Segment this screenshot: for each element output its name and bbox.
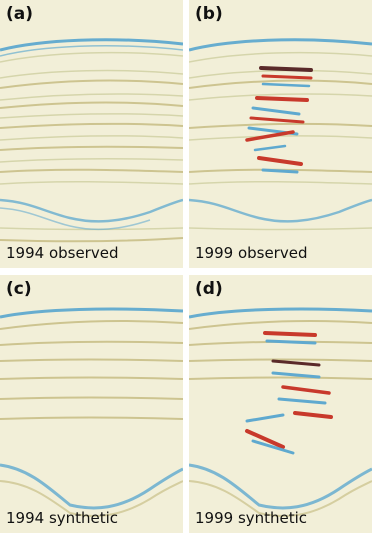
seismic-section-1999-synthetic bbox=[189, 275, 372, 533]
panel-label: (a) bbox=[6, 4, 34, 24]
panel-caption: 1999 synthetic bbox=[195, 509, 308, 527]
panel-caption: 1994 synthetic bbox=[6, 509, 119, 527]
seismic-section-1994-observed bbox=[0, 0, 183, 268]
panel-1994-observed: (a) 1994 observed bbox=[0, 0, 183, 268]
panel-caption: 1994 observed bbox=[6, 244, 119, 262]
panel-1994-synthetic: (c) 1994 synthetic bbox=[0, 275, 183, 533]
panel-1999-synthetic: (d) 1999 synthetic bbox=[189, 275, 372, 533]
panel-label: (b) bbox=[195, 4, 223, 24]
panel-caption: 1999 observed bbox=[195, 244, 308, 262]
seismic-section-1994-synthetic bbox=[0, 275, 183, 533]
panel-label: (c) bbox=[6, 279, 32, 299]
panel-1999-observed: (b) 1999 observed bbox=[189, 0, 372, 268]
panel-label: (d) bbox=[195, 279, 223, 299]
seismic-section-1999-observed bbox=[189, 0, 372, 268]
